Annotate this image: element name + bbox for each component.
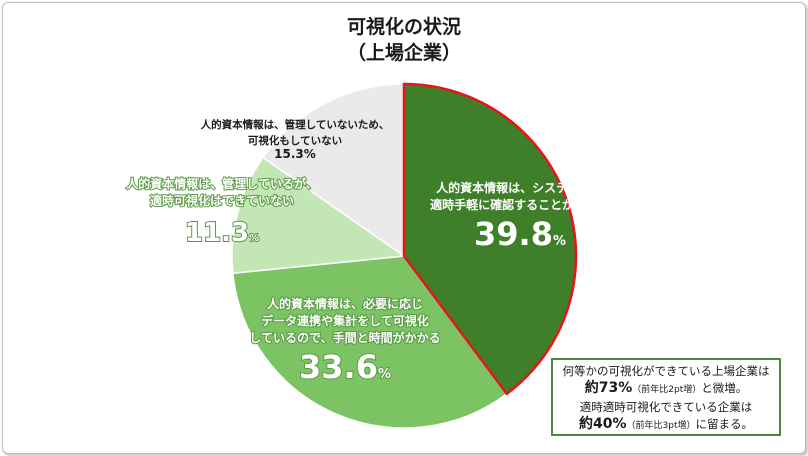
slice-label-line: 人的資本情報は、システムから xyxy=(436,180,604,195)
slice-label-line: 適時手軽に確認することができる xyxy=(430,197,610,212)
slice-value-3: 11.3% xyxy=(185,218,259,248)
note-value-2: 約40% xyxy=(579,416,627,432)
chart-title: 可視化の状況 xyxy=(346,16,461,38)
note-change-2: （前年比3pt増） xyxy=(626,421,696,431)
slice-value-1: 39.8% xyxy=(474,215,566,253)
slice-label-2: 人的資本情報は、必要に応じデータ連携や集計をして可視化しているので、手間と時間が… xyxy=(248,295,441,387)
note-value-1: 約73% xyxy=(584,380,633,396)
slice-unit-1: % xyxy=(553,234,566,249)
note-line-2: 約73%（前年比2pt増）と微増。 xyxy=(553,380,779,399)
slice-unit-2: % xyxy=(378,367,391,382)
slice-label-line: 人的資本情報は、管理していないため、 xyxy=(201,118,390,131)
slice-label-3: 人的資本情報は、管理しているが、適時可視化はできていない 11.3% xyxy=(125,175,318,249)
note-text-2: に留まる。 xyxy=(695,417,753,431)
slice-label-line: しているので、手間と時間がかかる xyxy=(249,330,440,345)
pie-slice-1-highlight xyxy=(402,82,578,396)
slice-label-line: 可視化もしていない xyxy=(248,134,342,147)
pie-slice-4 xyxy=(261,83,405,258)
note-change-1: （前年比2pt増） xyxy=(632,385,702,395)
slice-label-line: 人的資本情報は、管理しているが、 xyxy=(126,176,317,191)
pie-slice-2 xyxy=(232,255,508,429)
note-text-1: と微増。 xyxy=(701,381,748,395)
note-line-3: 適時適時可視化できている企業は xyxy=(579,400,753,414)
slice-value-4: 15.3% xyxy=(274,147,316,161)
note-line-4: 約40%（前年比3pt増）に留まる。 xyxy=(553,416,779,435)
slice-label-line: データ連携や集計をして可視化 xyxy=(261,313,429,328)
slice-value-2: 33.6% xyxy=(299,348,391,386)
chart-subtitle: （上場企業） xyxy=(346,42,461,64)
pie-slice-3 xyxy=(231,156,407,275)
slice-unit-3: % xyxy=(249,233,259,244)
note-line-1: 何等かの可視化ができている上場企業は xyxy=(562,364,770,378)
summary-note: 何等かの可視化ができている上場企業は 約73%（前年比2pt増）と微増。 適時適… xyxy=(551,358,781,436)
slice-label-line: 人的資本情報は、必要に応じ xyxy=(267,296,423,311)
slice-label-line: 適時可視化はできていない xyxy=(150,193,294,208)
